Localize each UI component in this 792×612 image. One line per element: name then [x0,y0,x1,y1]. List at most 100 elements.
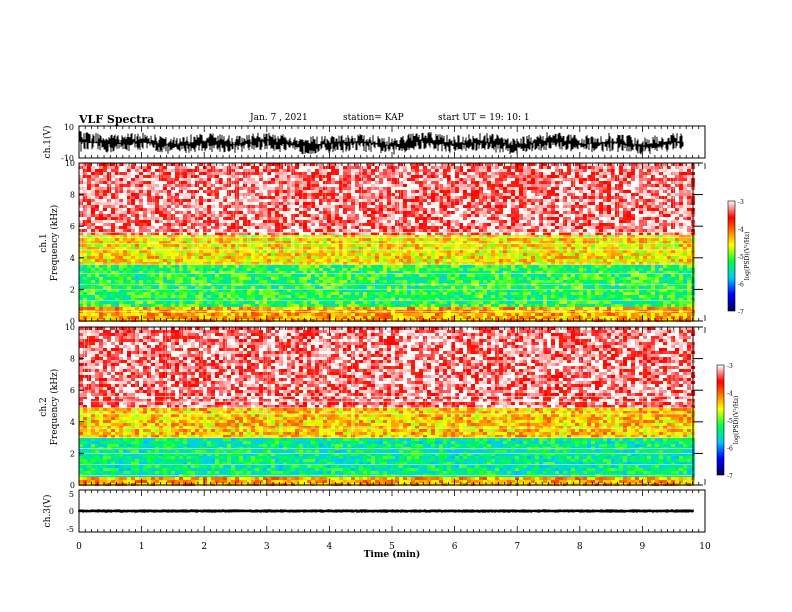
ch1-spec-cell [191,292,195,295]
ch1-spec-cell [267,238,271,241]
ch1-spec-cell [415,289,419,292]
ch1-spec-cell [251,175,255,178]
ch1-spec-cell [295,226,299,229]
ch1-spec-cell [271,223,275,226]
ch1-spec-cell [327,268,331,271]
ch1-spec-cell [435,175,439,178]
ch1-spec-cell [247,304,251,307]
ch1-spec-cell [419,301,423,304]
ch1-spec-cell [195,256,199,259]
ch1-spec-cell [211,271,215,274]
ch1-spec-cell [135,301,139,304]
ch1-spec-cell [83,172,87,175]
ch1-spec-cell [267,262,271,265]
ch1-spec-cell [195,277,199,280]
ch1-spec-cell [171,196,175,199]
ch1-spec-cell [135,313,139,316]
ch1-spec-cell [447,313,451,316]
ch1-spec-cell [127,307,131,310]
ch1-spec-cell [207,208,211,211]
ch1-spec-cell [215,304,219,307]
ch1-spec-cell [427,268,431,271]
ch1-spec-cell [303,214,307,217]
ch1-spec-cell [367,265,371,268]
ch1-spec-cell [435,172,439,175]
ch1-spec-cell [295,307,299,310]
ch1-spec-cell [295,169,299,172]
ch1-spec-cell [187,211,191,214]
ch1-spec-cell [327,208,331,211]
ch1-spec-cell [367,241,371,244]
ch1-spec-cell [111,265,115,268]
ch1-spec-cell [151,220,155,223]
ch1-spec-cell [91,256,95,259]
ch1-spec-cell [147,307,151,310]
ch1-spec-cell [79,304,83,307]
ch1-spec-cell [379,280,383,283]
ch1-spec-cell [219,238,223,241]
ch1-spec-cell [447,205,451,208]
ch1-spec-cell [179,220,183,223]
ch1-spec-cell [119,301,123,304]
ch1-spec-cell [379,163,383,166]
ch1-spec-cell [207,220,211,223]
ch1-spec-cell [423,313,427,316]
ch1-spec-cell [427,280,431,283]
ch1-spec-cell [183,250,187,253]
ch1-spec-cell [271,205,275,208]
ch1-spec-cell [295,172,299,175]
ch1-spec-cell [171,244,175,247]
ch1-spec-cell [291,259,295,262]
ch1-spec-cell [407,172,411,175]
ch1-spec-cell [411,307,415,310]
ch1-spec-cell [203,199,207,202]
ch1-spec-cell [107,250,111,253]
ch1-spec-cell [199,271,203,274]
ch1-spec-cell [447,163,451,166]
ch1-spec-cell [151,259,155,262]
ch1-spec-cell [387,277,391,280]
ch1-spec-cell [179,262,183,265]
ch1-spec-cell [347,205,351,208]
ch1-spec-cell [139,223,143,226]
ch1-spec-cell [383,277,387,280]
ch1-spec-cell [275,277,279,280]
ch1-spec-cell [115,226,119,229]
ch1-spec-cell [239,250,243,253]
ch1-spec-cell [367,232,371,235]
ch1-spec-cell [363,241,367,244]
ch1-spec-cell [199,175,203,178]
ch1-spec-cell [307,217,311,220]
ch1-spec-cell [283,241,287,244]
ch1-spec-cell [367,286,371,289]
ch1-spec-cell [351,238,355,241]
ch1-spec-cell [439,307,443,310]
ch1-spec-cell [351,241,355,244]
ch1-spec-cell [135,298,139,301]
ch1-spec-cell [127,172,131,175]
ch1-spec-cell [255,238,259,241]
ch1-spec-cell [343,253,347,256]
ch1-spec-cell [211,313,215,316]
ch1-spec-cell [219,295,223,298]
ch1-spec-cell [371,217,375,220]
ch1-spec-cell [319,205,323,208]
ch1-spec-cell [227,223,231,226]
ch1-spec-cell [135,166,139,169]
ch1-spec-cell [363,229,367,232]
ch1-spec-cell [331,181,335,184]
ch1-spec-cell [363,301,367,304]
ch1-spec-cell [335,313,339,316]
ch1-spec-cell [187,232,191,235]
ch1-spec-cell [439,262,443,265]
ch1-spec-cell [119,196,123,199]
ch1-spec-cell [139,241,143,244]
ch1-spec-cell [343,232,347,235]
ch1-spec-cell [319,220,323,223]
ch1-spec-cell [403,271,407,274]
ch1-spec-cell [295,166,299,169]
ch1-spec-cell [231,205,235,208]
ch1-spec-cell [391,274,395,277]
ch1-spec-cell [155,172,159,175]
ch1-spec-cell [379,268,383,271]
